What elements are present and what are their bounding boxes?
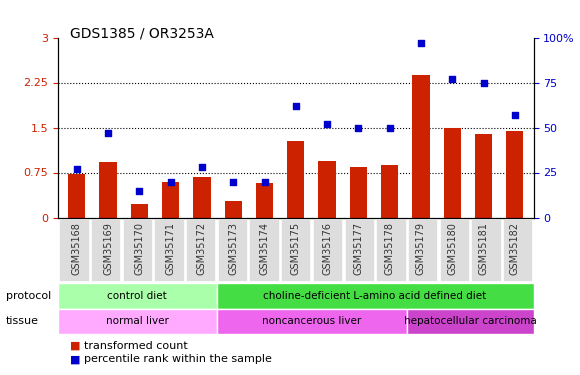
Point bbox=[166, 178, 175, 184]
Point bbox=[197, 164, 206, 170]
Bar bbox=[287, 141, 305, 218]
Bar bbox=[350, 166, 367, 218]
Bar bbox=[99, 162, 117, 218]
Point bbox=[322, 121, 332, 127]
Bar bbox=[318, 160, 336, 218]
Text: hepatocellular carcinoma: hepatocellular carcinoma bbox=[404, 316, 536, 326]
Text: normal liver: normal liver bbox=[106, 316, 169, 326]
Text: control diet: control diet bbox=[107, 291, 167, 301]
Point bbox=[354, 124, 363, 130]
Bar bbox=[475, 134, 492, 218]
Bar bbox=[224, 201, 242, 217]
Point bbox=[448, 76, 457, 82]
Text: GDS1385 / OR3253A: GDS1385 / OR3253A bbox=[70, 26, 213, 40]
Text: percentile rank within the sample: percentile rank within the sample bbox=[84, 354, 272, 364]
Text: protocol: protocol bbox=[6, 291, 51, 301]
Text: noncancerous liver: noncancerous liver bbox=[262, 316, 361, 326]
Bar bbox=[381, 165, 398, 218]
Point bbox=[510, 112, 520, 118]
Point bbox=[479, 80, 488, 86]
Bar bbox=[412, 75, 430, 217]
Bar bbox=[256, 183, 273, 218]
Point bbox=[291, 103, 300, 109]
Bar bbox=[193, 177, 211, 218]
Point bbox=[385, 124, 394, 130]
Point bbox=[416, 40, 426, 46]
Text: ■: ■ bbox=[70, 341, 80, 351]
Point bbox=[229, 178, 238, 184]
Point bbox=[103, 130, 113, 136]
Point bbox=[72, 166, 81, 172]
Text: ■: ■ bbox=[70, 354, 80, 364]
Bar bbox=[162, 182, 179, 218]
Bar bbox=[130, 204, 148, 218]
Point bbox=[135, 188, 144, 194]
Bar bbox=[68, 174, 85, 217]
Text: tissue: tissue bbox=[6, 316, 39, 326]
Text: transformed count: transformed count bbox=[84, 341, 188, 351]
Text: choline-deficient L-amino acid defined diet: choline-deficient L-amino acid defined d… bbox=[263, 291, 487, 301]
Point bbox=[260, 178, 269, 184]
Bar bbox=[506, 130, 523, 218]
Bar bbox=[444, 128, 461, 218]
